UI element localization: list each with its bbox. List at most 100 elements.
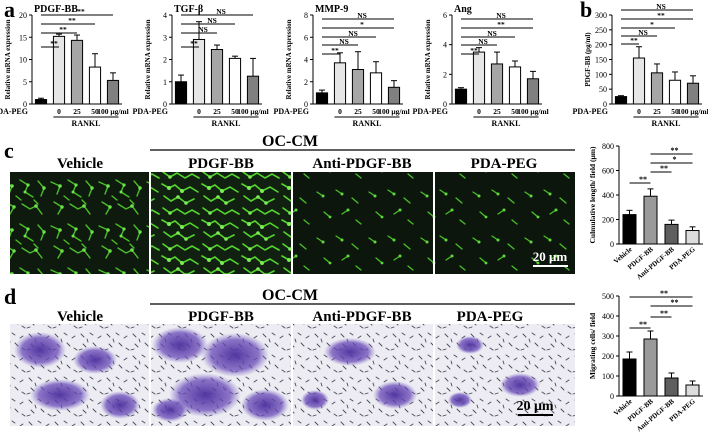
image-label-pdapeg-c: PDA-PEG [471, 156, 538, 172]
bar [387, 86, 401, 105]
sig-label: ** [59, 25, 67, 34]
sig-label: NS [638, 28, 648, 37]
chart-title: TGF-β [174, 4, 203, 15]
x-tick-label: 50 [231, 107, 239, 116]
transwell-vehicle [10, 324, 149, 426]
x-tick-label: 25 [493, 107, 501, 116]
x-tick-label: 100 μg/ml [378, 107, 410, 116]
y-tick-label: 200 [602, 216, 614, 225]
y-axis-label: Culmulative length/ field (μm) [588, 146, 597, 243]
chart-title: MMP-9 [315, 4, 348, 15]
sig-label: ** [630, 36, 638, 45]
sig-label: * [673, 155, 677, 164]
x-tick-label: 50 [671, 107, 679, 116]
sig-label: ** [671, 298, 679, 307]
sig-label: ** [68, 16, 76, 25]
sig-label: ** [660, 309, 668, 318]
chart-title: PDGF-BB [34, 4, 78, 15]
image-label-anti-d: Anti-PDGF-BB [312, 309, 411, 325]
oc-cm-label-c: OC-CM [262, 133, 318, 150]
y-tick-label: 6 [443, 11, 447, 20]
sig-label: ** [639, 175, 647, 184]
sig-label: ** [470, 46, 478, 55]
y-tick-label: 200 [602, 352, 614, 361]
bar [70, 39, 84, 105]
sig-label: NS [478, 37, 488, 46]
bar [228, 57, 242, 105]
bar [88, 66, 102, 105]
x-tick-label: 100 μg/ml [517, 107, 549, 116]
image-label-anti-c: Anti-PDGF-BB [312, 156, 411, 172]
x-tick-label: PDA-PEG [132, 107, 168, 116]
bar [315, 92, 329, 105]
sig-label: NS [348, 29, 358, 38]
y-axis-label: Relative mRNA expression [285, 19, 293, 99]
sig-label: NS [339, 37, 349, 46]
bar [192, 38, 206, 105]
x-tick-label: 25 [354, 107, 362, 116]
y-tick-label: 10 [19, 56, 27, 65]
rankl-label: RANKL [353, 119, 382, 128]
bar [643, 195, 658, 245]
sig-label: ** [660, 289, 668, 298]
bar [454, 88, 468, 105]
y-tick-label: 8 [304, 11, 308, 20]
sig-label: ** [639, 320, 647, 329]
y-tick-label: 0 [610, 240, 614, 249]
y-tick-label: 0 [304, 100, 308, 109]
bar [210, 48, 224, 105]
x-tick-label: 100 μg/ml [237, 107, 269, 116]
micrograph-vehicle [10, 172, 149, 274]
x-tick-label: 25 [653, 107, 661, 116]
y-tick-label: 100 [595, 70, 607, 79]
x-tick-label: 0 [477, 107, 481, 116]
image-label-pdgf-d: PDGF-BB [188, 309, 254, 325]
chart-pdgf-mrna: PDGF-BB 0 5 10 15 20 Relative mRNA expression P… [0, 4, 129, 128]
panel-letter-b: b [580, 0, 592, 22]
rankl-label: RANKL [72, 119, 101, 128]
scale-label-c: 20 μm [533, 249, 568, 264]
micrograph-pdgf [151, 172, 291, 274]
x-tick-label: 100 μg/ml [677, 107, 708, 116]
sig-label: NS [487, 29, 497, 38]
bar [333, 62, 347, 105]
y-axis-label: Relative mRNA expression [144, 19, 152, 99]
transwell-pdgf [151, 324, 291, 426]
sig-label: ** [657, 11, 665, 20]
x-tick-label: 100 μg/ml [97, 107, 129, 116]
y-axis-label: Migrating cells/ field [588, 312, 597, 379]
bar [508, 66, 522, 105]
x-tick-label: PDA-PEG [572, 107, 608, 116]
bar [622, 214, 637, 245]
transwell-anti-pdgf [293, 324, 433, 426]
bar [369, 72, 383, 105]
sig-label: ** [50, 39, 58, 48]
y-tick-label: 400 [602, 191, 614, 200]
bar [490, 63, 504, 105]
bar [526, 78, 540, 105]
panel-letter-a: a [4, 0, 15, 22]
y-tick-label: 0 [443, 100, 447, 109]
y-tick-label: 50 [599, 85, 607, 94]
y-tick-label: 0 [603, 100, 607, 109]
x-tick-label: 0 [338, 107, 342, 116]
y-tick-label: 300 [602, 332, 614, 341]
bar [664, 223, 679, 245]
y-tick-label: 20 [19, 11, 27, 20]
y-tick-label: 300 [595, 11, 607, 20]
x-tick-label: PDA-PEG [273, 107, 309, 116]
sig-label: ** [190, 39, 198, 48]
y-tick-label: 250 [595, 26, 607, 35]
sig-label: ** [660, 164, 668, 173]
y-tick-label: 500 [602, 292, 614, 301]
panel-letter-d: d [4, 284, 16, 309]
x-tick-label: 0 [637, 107, 641, 116]
y-tick-label: 400 [602, 312, 614, 321]
bar [106, 79, 120, 105]
sig-label: ** [331, 46, 339, 55]
y-tick-label: 2 [304, 78, 308, 87]
image-label-pdgf-c: PDGF-BB [188, 156, 254, 172]
y-tick-label: 0 [610, 392, 614, 401]
chart-mmp9-mrna: MMP-9 0 2 4 6 8 Relative mRNA expression PDA-PE… [273, 4, 409, 128]
